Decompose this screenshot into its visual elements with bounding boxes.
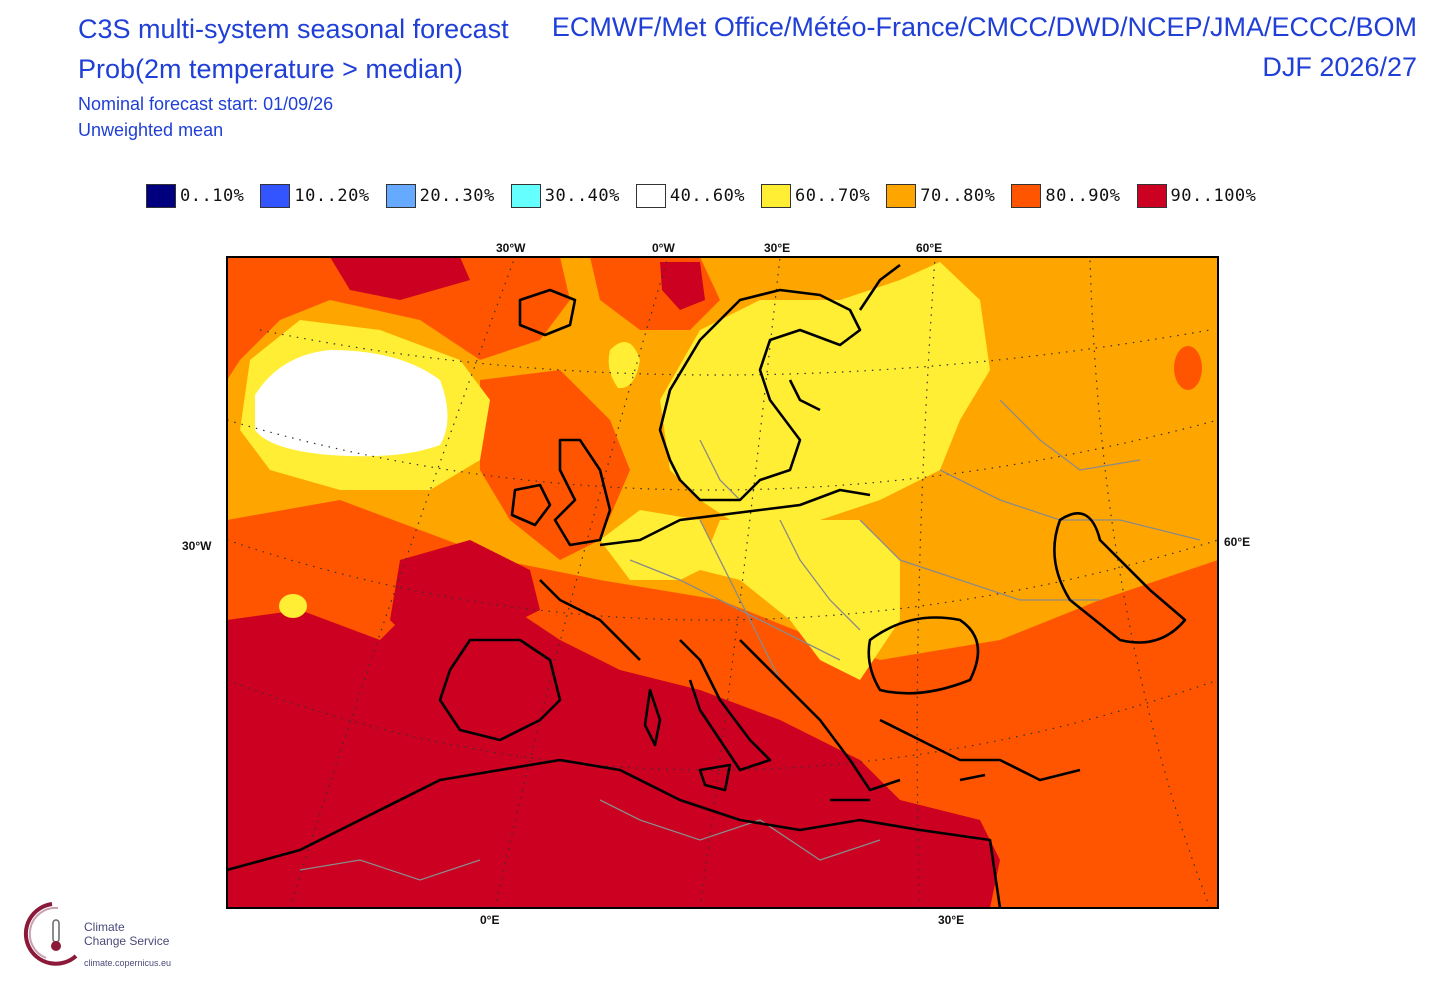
field-40-60-atlantic: [255, 350, 448, 457]
coast-scandinavia: [658, 288, 862, 502]
coast-ireland: [510, 483, 552, 527]
tick-top-30e: 30°E: [764, 241, 791, 255]
legend-swatch: [635, 184, 666, 208]
legend-swatch: [385, 184, 416, 208]
legend-label: 0..10%: [180, 186, 245, 206]
tick-bottom-0e: 0°E: [480, 913, 500, 927]
field-90-100-iceland: [660, 262, 705, 310]
coast-balkans: [739, 639, 901, 792]
tick-left-30w: 30°W: [182, 539, 212, 553]
graticule: [227, 257, 1218, 908]
tick-top-0w: 0°W: [652, 241, 675, 255]
field-60-70-eastern-europe: [700, 520, 900, 680]
legend-label: 30..40%: [544, 186, 620, 206]
field-60-70-spot: [608, 342, 640, 389]
coast-north-africa: [227, 758, 1002, 908]
map-subtitle: Prob(2m temperature > median): [78, 54, 463, 84]
country-borders: [299, 399, 1201, 881]
legend-swatch: [510, 184, 541, 208]
legend-item: 90..100%: [1136, 184, 1257, 208]
field-90-100-subtropics: [227, 600, 1000, 908]
coastlines: [227, 263, 1187, 908]
field-60-70-scandinavia-russia: [660, 262, 990, 520]
field-60-70-small-spot: [279, 594, 307, 618]
legend-label: 60..70%: [795, 186, 871, 206]
legend-swatch: [146, 184, 176, 208]
field-80-90-mid-atlantic: [480, 370, 630, 560]
legend-label: 20..30%: [419, 186, 495, 206]
ensemble-method: Unweighted mean: [78, 120, 224, 140]
legend-swatch: [1011, 184, 1042, 208]
legend-item: 70..80%: [886, 184, 995, 208]
legend-swatch: [260, 184, 291, 208]
legend-label: 40..60%: [669, 186, 746, 206]
tick-top-60e: 60°E: [916, 241, 943, 255]
field-80-90-east-spot: [1174, 346, 1202, 390]
forecast-centres: ECMWF/Met Office/Météo-France/CMCC/DWD/N…: [551, 12, 1417, 42]
tick-top-30w: 30°W: [496, 241, 526, 255]
copernicus-logo: [23, 902, 78, 966]
legend-item: 80..90%: [1011, 184, 1120, 208]
legend-label: 80..90%: [1045, 186, 1121, 206]
logo-name-line1: Climate: [84, 920, 125, 934]
legend-item: 60..70%: [761, 184, 870, 208]
coast-western-europe: [599, 488, 871, 547]
legend-swatch: [761, 184, 792, 208]
coast-novaya-zemlya: [858, 263, 901, 311]
coast-sicily: [698, 763, 732, 792]
coast-great-britain: [553, 438, 612, 547]
legend-item: 10..20%: [260, 184, 369, 208]
coast-iberia: [438, 638, 562, 742]
coast-iberia-north: [539, 579, 641, 661]
field-90-100-greenland-sea: [330, 257, 470, 300]
coast-corsica-sardinia: [643, 688, 662, 747]
tick-bottom-30e: 30°E: [938, 913, 965, 927]
forecast-season: DJF 2026/27: [1262, 52, 1417, 82]
logo-name-line2: Change Service: [84, 934, 170, 948]
legend-swatch: [1136, 184, 1167, 208]
coast-iceland: [518, 288, 577, 337]
field-80-90-north-atlantic: [227, 257, 570, 380]
legend-label: 10..20%: [294, 186, 370, 206]
coast-cyprus: [959, 773, 986, 782]
tick-right-60e: 60°E: [1224, 535, 1251, 549]
field-60-70-west-coast: [600, 510, 720, 580]
color-legend: 0..10% 10..20% 20..30% 30..40% 40..60% 6…: [146, 184, 1272, 208]
legend-label: 90..100%: [1170, 186, 1257, 206]
map-field: [227, 257, 1218, 908]
legend-item: 30..40%: [510, 184, 620, 208]
legend-item: 40..60%: [635, 184, 746, 208]
coast-black-sea: [867, 616, 980, 695]
coast-caspian: [1053, 512, 1187, 644]
map-title: C3S multi-system seasonal forecast: [78, 14, 509, 44]
coast-finland-lakes: [788, 379, 821, 412]
thermometer-cloud-icon: [23, 902, 78, 966]
logo-url[interactable]: climate.copernicus.eu: [84, 958, 172, 968]
legend-label: 70..80%: [920, 186, 996, 206]
map-frame: [226, 256, 1219, 909]
coast-italy: [679, 639, 772, 772]
legend-item: 0..10%: [146, 184, 244, 208]
legend-swatch: [886, 184, 917, 208]
forecast-start: Nominal forecast start: 01/09/26: [78, 94, 334, 114]
legend-item: 20..30%: [385, 184, 495, 208]
field-90-100-atlantic: [390, 540, 540, 650]
coast-anatolia: [879, 718, 1081, 782]
